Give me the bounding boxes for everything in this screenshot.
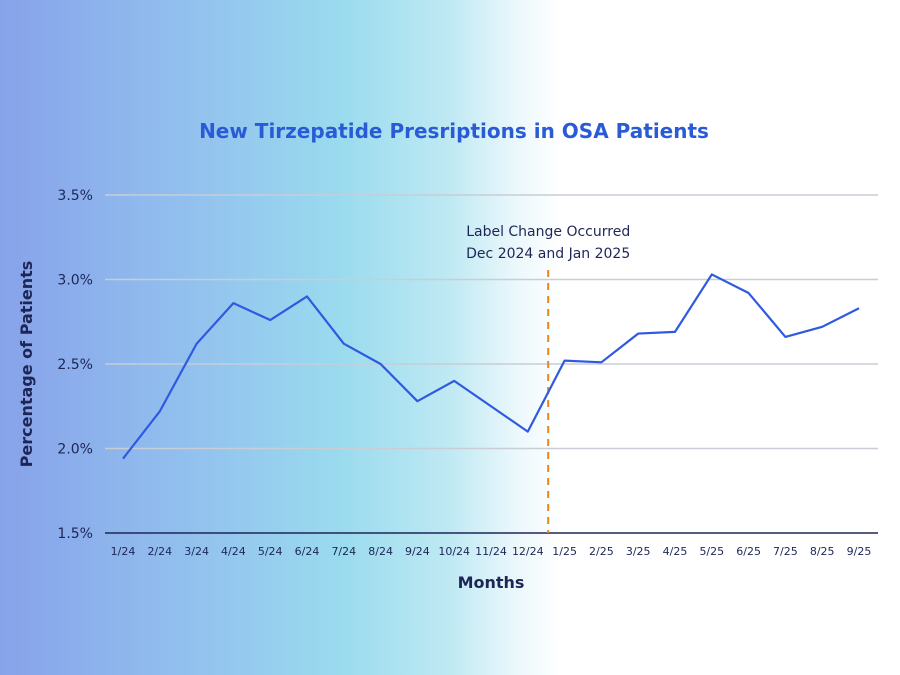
x-tick-label: 3/24: [184, 545, 209, 558]
data-points: [122, 274, 860, 459]
x-tick-label: 8/24: [368, 545, 393, 558]
x-tick-label: 6/24: [295, 545, 320, 558]
x-tick-label: 2/24: [147, 545, 172, 558]
x-tick-label: 1/24: [111, 545, 136, 558]
x-tick-label: 9/25: [847, 545, 872, 558]
x-tick-label: 4/25: [663, 545, 688, 558]
series-line: [122, 273, 860, 460]
y-axis: 1.5% 2.0% 2.5% 3.0% 3.5%: [57, 188, 93, 542]
x-tick-label: 5/24: [258, 545, 283, 558]
x-axis-label: Months: [458, 573, 525, 592]
x-tick-label: 11/24: [475, 545, 507, 558]
x-tick-label: 1/25: [552, 545, 577, 558]
x-tick-label: 9/24: [405, 545, 430, 558]
y-tick-label: 1.5%: [57, 526, 93, 542]
y-tick-label: 3.0%: [57, 273, 93, 289]
y-tick-label: 2.5%: [57, 357, 93, 373]
x-tick-label: 3/25: [626, 545, 651, 558]
x-axis: 1/24 2/24 3/24 4/24 5/24 6/24 7/24 8/24 9/24 10/2…: [111, 545, 872, 558]
annotation-line-1: Label Change Occurred: [466, 224, 630, 240]
grid: [105, 194, 878, 534]
x-tick-label: 4/24: [221, 545, 246, 558]
chart-title: New Tirzepatide Presriptions in OSA Pati…: [199, 119, 709, 143]
y-axis-label: Percentage of Patients: [17, 261, 36, 468]
x-tick-label: 8/25: [810, 545, 835, 558]
x-tick-label: 2/25: [589, 545, 614, 558]
x-tick-label: 6/25: [736, 545, 761, 558]
y-tick-label: 3.5%: [57, 188, 93, 204]
x-tick-label: 10/24: [438, 545, 470, 558]
annotation-line-2: Dec 2024 and Jan 2025: [466, 246, 630, 262]
x-tick-label: 12/24: [512, 545, 544, 558]
x-tick-label: 5/25: [699, 545, 724, 558]
x-tick-label: 7/24: [331, 545, 356, 558]
y-tick-label: 2.0%: [57, 442, 93, 458]
x-tick-label: 7/25: [773, 545, 798, 558]
